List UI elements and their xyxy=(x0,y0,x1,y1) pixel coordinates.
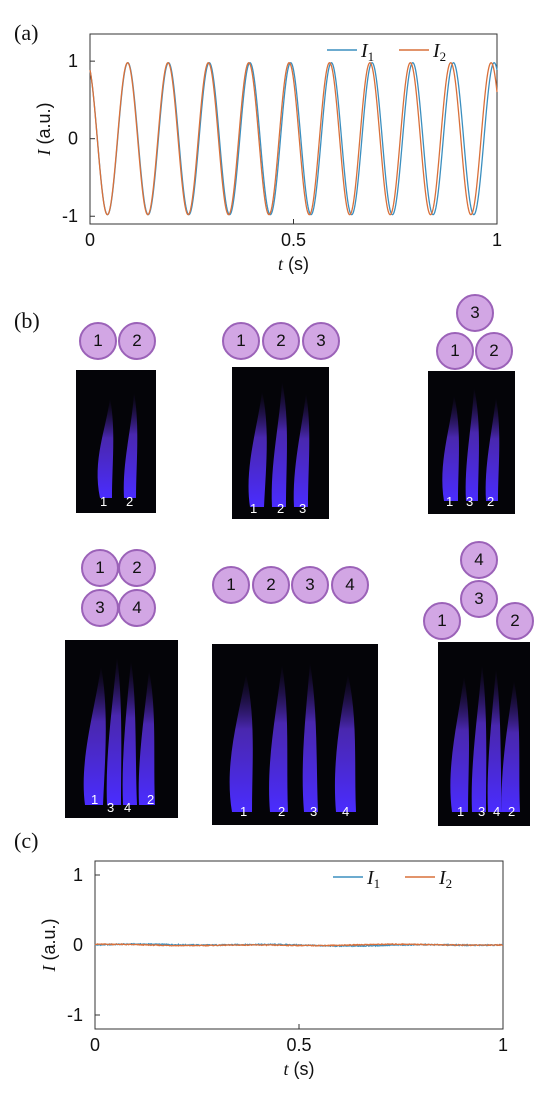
flame-label: 2 xyxy=(277,501,285,516)
flame-label: 3 xyxy=(466,494,474,509)
burner-circle: 1 xyxy=(212,566,250,604)
flame-photo-6: 1 3 4 2 xyxy=(438,642,530,826)
y-tick-label: 0 xyxy=(73,935,83,955)
y-axis-label-unit: (a.u.) xyxy=(39,918,59,965)
flame-label: 1 xyxy=(457,804,465,819)
y-tick-label: 0 xyxy=(68,129,78,149)
burner-circle: 3 xyxy=(460,580,498,618)
y-axis-label-symbol: I xyxy=(39,965,59,973)
legend-label: I2 xyxy=(438,867,452,891)
flame-drawing xyxy=(248,381,310,507)
burner-circle: 1 xyxy=(81,549,119,587)
x-tick-label: 0 xyxy=(85,230,95,250)
flame-photo-4: 1 3 4 2 xyxy=(65,640,178,818)
y-tick-label: 1 xyxy=(68,51,78,71)
flame-label: 4 xyxy=(493,804,501,819)
y-axis-label-unit: (a.u.) xyxy=(34,102,54,149)
legend-label: I1 xyxy=(366,867,380,891)
burner-circle: 1 xyxy=(436,332,474,370)
burner-circle: 2 xyxy=(496,602,534,640)
flame-label: 1 xyxy=(100,494,108,509)
flame-photo-5: 1 2 3 4 xyxy=(212,644,378,825)
flame-photo-1: 1 2 xyxy=(76,370,156,513)
y-tick-label: -1 xyxy=(67,1005,83,1025)
legend-label-name: I xyxy=(366,867,375,889)
flame-label: 1 xyxy=(240,804,248,819)
flame-label: 1 xyxy=(91,792,99,807)
legend-label-name: I xyxy=(432,40,441,62)
flame-label: 4 xyxy=(124,800,132,815)
axes-box xyxy=(89,33,498,225)
burner-circle: 2 xyxy=(252,566,290,604)
burner-circle: 1 xyxy=(222,322,260,360)
flame-photo-3: 1 3 2 xyxy=(428,371,515,514)
x-tick-label: 0 xyxy=(90,1035,100,1055)
x-axis-label-unit: (s) xyxy=(289,1059,315,1079)
flame-label: 2 xyxy=(278,804,286,819)
flame-label: 3 xyxy=(478,804,486,819)
burner-circle: 3 xyxy=(302,322,340,360)
flame-drawing xyxy=(450,664,520,812)
panel-label-a: (a) xyxy=(14,20,39,45)
series-line xyxy=(94,942,504,947)
series-line xyxy=(89,61,498,216)
x-axis-label-symbol: t xyxy=(283,1059,289,1079)
y-tick-label: -1 xyxy=(62,206,78,226)
burner-circle: 4 xyxy=(460,541,498,579)
legend-label-subscript: 2 xyxy=(440,49,447,64)
x-axis-label: t (s) xyxy=(283,1059,314,1079)
y-tick-label: 1 xyxy=(73,865,83,885)
burner-circle: 1 xyxy=(423,602,461,640)
burner-circle: 3 xyxy=(81,589,119,627)
flame-label: 3 xyxy=(107,800,115,815)
flame-label: 1 xyxy=(250,501,258,516)
burner-circle: 1 xyxy=(79,322,117,360)
y-axis-label: I (a.u.) xyxy=(39,918,59,972)
burner-circle: 2 xyxy=(475,332,513,370)
flame-drawing xyxy=(442,387,500,501)
legend-label-name: I xyxy=(360,40,369,62)
flame-label: 1 xyxy=(446,494,454,509)
burner-circle: 4 xyxy=(118,589,156,627)
legend-label-name: I xyxy=(438,867,447,889)
y-axis-label: I (a.u.) xyxy=(34,102,54,156)
flame-label: 3 xyxy=(310,804,318,819)
flame-drawing xyxy=(83,656,155,805)
legend-label-subscript: 1 xyxy=(374,876,381,891)
burner-circle: 3 xyxy=(291,566,329,604)
x-axis-label-symbol: t xyxy=(278,254,284,274)
flame-label: 3 xyxy=(299,501,307,516)
x-axis-label: t (s) xyxy=(278,254,309,274)
legend-label-subscript: 2 xyxy=(446,876,453,891)
panel-label-c: (c) xyxy=(14,828,39,853)
legend-label: I1 xyxy=(360,40,374,64)
x-axis-label-unit: (s) xyxy=(283,254,309,274)
flame-drawing xyxy=(229,662,356,812)
burner-circle: 4 xyxy=(331,566,369,604)
legend-label-subscript: 1 xyxy=(368,49,375,64)
flame-label: 4 xyxy=(342,804,350,819)
x-tick-label: 1 xyxy=(498,1035,508,1055)
panel-label-b: (b) xyxy=(14,308,40,333)
flame-label: 2 xyxy=(126,494,134,509)
legend-label: I2 xyxy=(432,40,446,64)
burner-circle: 2 xyxy=(118,549,156,587)
flame-drawing xyxy=(97,392,138,498)
x-tick-label: 1 xyxy=(492,230,502,250)
burner-circle: 2 xyxy=(262,322,300,360)
flame-photo-2: 1 2 3 xyxy=(232,367,329,519)
x-tick-label: 0.5 xyxy=(286,1035,311,1055)
flame-label: 2 xyxy=(147,792,155,807)
flame-label: 2 xyxy=(508,804,516,819)
burner-circle: 3 xyxy=(456,294,494,332)
burner-circle: 2 xyxy=(118,322,156,360)
x-tick-label: 0.5 xyxy=(281,230,306,250)
y-axis-label-symbol: I xyxy=(34,149,54,157)
flame-label: 2 xyxy=(487,494,495,509)
